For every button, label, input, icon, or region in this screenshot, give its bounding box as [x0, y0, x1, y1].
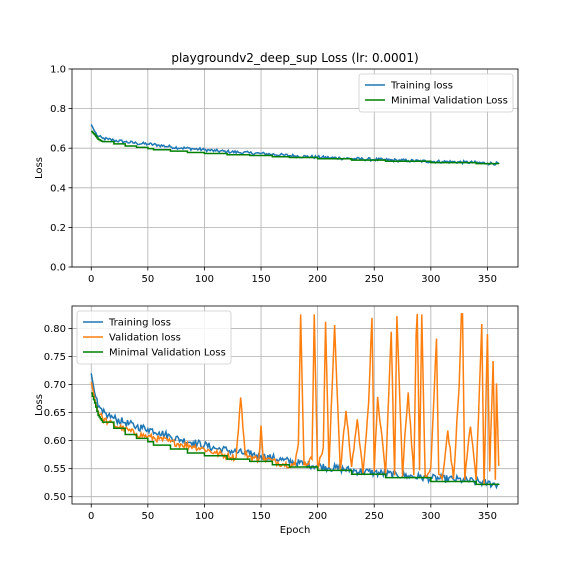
legend-label: Training loss	[108, 318, 171, 329]
legend-box	[76, 310, 232, 365]
x-tick-label: 200	[308, 274, 327, 285]
series-line-3	[91, 392, 500, 486]
chart-1: 0 50 100 150 200 250 300 350 0.0 0.2 0.4 0.6 0.8 1.0 p…	[34, 51, 519, 285]
x-tick-label: 150	[251, 511, 270, 522]
legend-label: Minimal Validation Loss	[391, 96, 508, 107]
y-tick-label: 0.0	[50, 263, 66, 274]
y-tick-label: 0.60	[44, 436, 66, 447]
series-line-2	[91, 130, 500, 165]
x-tick-label: 0	[88, 511, 94, 522]
chart-title: playgroundv2_deep_sup Loss (lr: 0.0001)	[171, 51, 418, 65]
y-tick-label: 0.80	[44, 324, 66, 335]
y-tick-label: 0.4	[50, 183, 66, 194]
y-tick-label: 0.70	[44, 380, 66, 391]
y-tick-label: 1.0	[50, 65, 66, 76]
series-group	[90, 313, 500, 490]
x-tick-label: 250	[365, 274, 384, 285]
legend: Training loss Validation loss Minimal Vali…	[76, 310, 232, 365]
x-tick-label: 350	[478, 511, 497, 522]
legend-label: Minimal Validation Loss	[109, 348, 226, 359]
y-tick-label: 0.65	[44, 408, 66, 419]
series-line-2	[90, 313, 500, 486]
x-tick-label: 0	[88, 274, 94, 285]
chart-2: 0 50 100 150 200 250 300 350 0.50 0.55 0.60 0.65 0.7…	[34, 305, 519, 536]
x-tick-label: 50	[141, 511, 154, 522]
x-tick-label: 100	[195, 274, 214, 285]
x-tick-label: 300	[421, 511, 440, 522]
legend: Training loss Minimal Validation Loss	[358, 73, 514, 113]
legend-label: Training loss	[390, 81, 453, 92]
y-tick-label: 0.75	[44, 352, 66, 363]
x-tick-label: 250	[365, 511, 384, 522]
legend-box	[358, 73, 514, 113]
x-tick-label: 300	[421, 274, 440, 285]
y-tick-label: 0.55	[44, 464, 66, 475]
x-tick-label: 350	[478, 274, 497, 285]
y-axis-label: Loss	[34, 157, 45, 179]
series-group	[90, 124, 500, 166]
x-tick-label: 200	[308, 511, 327, 522]
y-axis-label: Loss	[34, 394, 45, 416]
x-tick-label: 100	[195, 511, 214, 522]
x-tick-label: 150	[251, 274, 270, 285]
plot-frame	[71, 68, 519, 268]
x-tick-label: 50	[141, 274, 154, 285]
y-tick-label: 0.50	[44, 492, 66, 503]
plot-frame	[71, 305, 519, 505]
y-tick-label: 0.2	[50, 223, 66, 234]
x-axis-label: Epoch	[280, 525, 311, 536]
y-tick-label: 0.8	[50, 104, 66, 115]
legend-label: Validation loss	[109, 333, 181, 344]
y-tick-label: 0.6	[50, 144, 66, 155]
